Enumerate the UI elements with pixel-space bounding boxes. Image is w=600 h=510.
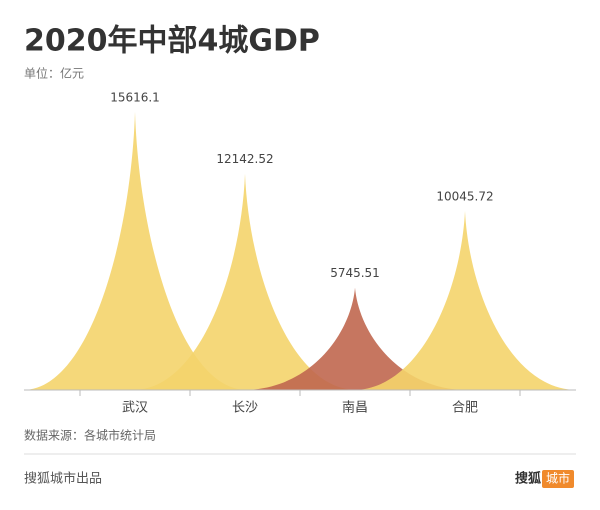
x-tick-label: 合肥 <box>452 401 478 416</box>
credit: 搜狐城市出品 <box>24 471 102 487</box>
spike <box>23 111 247 390</box>
value-label: 10045.72 <box>436 190 493 204</box>
spike <box>133 173 357 390</box>
value-label: 12142.52 <box>216 152 273 166</box>
value-label: 15616.1 <box>110 90 160 104</box>
spike <box>243 287 467 390</box>
chart-subtitle: 单位：亿元 <box>24 66 84 81</box>
x-tick-label: 南昌 <box>342 400 368 416</box>
spike <box>353 211 577 390</box>
brand-tag: 城市 <box>546 471 570 486</box>
x-tick-label: 武汉 <box>122 401 148 416</box>
brand: 搜狐 <box>515 471 541 487</box>
value-label: 5745.51 <box>330 266 380 280</box>
brand-box <box>542 470 574 488</box>
source: 数据来源：各城市统计局 <box>24 428 156 443</box>
chart-title: 2020年中部4城GDP <box>24 24 320 59</box>
x-tick-label: 长沙 <box>232 401 258 416</box>
